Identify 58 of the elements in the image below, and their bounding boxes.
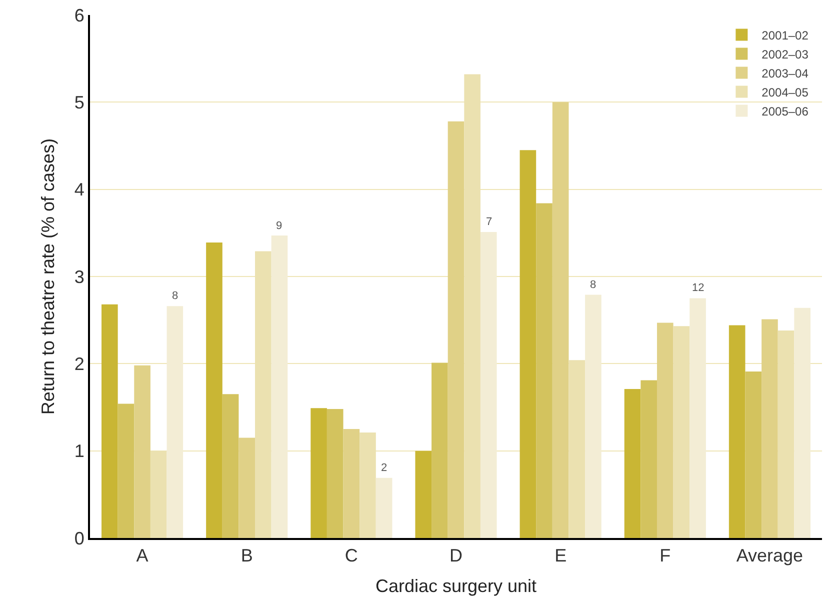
x-tick-label: D [450, 546, 462, 566]
x-tick-label: F [660, 546, 671, 566]
bar [326, 408, 344, 538]
bar [624, 388, 641, 538]
bar [640, 380, 657, 538]
annotation: 8 [172, 290, 178, 302]
y-tick-label: 5 [74, 92, 84, 112]
x-tick-label: B [240, 546, 253, 566]
legend-label: 2002–03 [762, 47, 809, 62]
bar [310, 408, 327, 538]
bar [728, 325, 746, 538]
legend-label: 2005–06 [762, 104, 809, 118]
annotation: 9 [276, 220, 282, 232]
annotation: 8 [590, 279, 596, 291]
bar [376, 478, 392, 538]
bar [778, 330, 794, 538]
bar [585, 294, 602, 538]
bar [166, 306, 184, 538]
bar [762, 319, 778, 538]
bar [271, 236, 288, 538]
bar [206, 242, 222, 538]
legend-label: 2003–04 [762, 66, 809, 80]
legend-label: 2004–05 [762, 85, 809, 100]
bar [480, 232, 497, 538]
bar [432, 362, 448, 538]
y-tick-label: 6 [74, 5, 84, 26]
x-tick-label: E [554, 546, 567, 566]
bar [745, 372, 762, 538]
bar [134, 365, 150, 538]
x-tick-label: A [136, 546, 148, 566]
legend-label: 2001–02 [762, 28, 809, 42]
bar [520, 150, 536, 538]
bar [690, 298, 706, 538]
bar [415, 450, 432, 538]
annotation: 2 [381, 462, 388, 474]
bar [238, 438, 256, 538]
y-tick-label: 1 [74, 441, 84, 462]
bar [343, 429, 360, 538]
bar [448, 121, 464, 538]
bar [568, 360, 586, 538]
y-tick-label: 2 [74, 354, 84, 374]
x-tick-label: Average [736, 546, 804, 566]
annotation: 7 [486, 216, 492, 228]
bar [552, 102, 569, 538]
y-tick-label: 4 [74, 180, 84, 200]
bar [673, 326, 690, 538]
x-tick-label: C [344, 546, 358, 566]
annotation: 12 [692, 282, 704, 294]
bar [118, 404, 134, 538]
y-axis-title: Return to theatre rate (% of cases) [38, 138, 58, 415]
bar [794, 308, 810, 538]
y-tick-label: 3 [74, 266, 84, 287]
bar [656, 322, 674, 538]
x-axis-title: Cardiac surgery unit [375, 576, 537, 596]
y-tick-label: 0 [74, 528, 84, 548]
bar [222, 394, 239, 538]
bar [102, 304, 118, 538]
bar [536, 203, 552, 538]
